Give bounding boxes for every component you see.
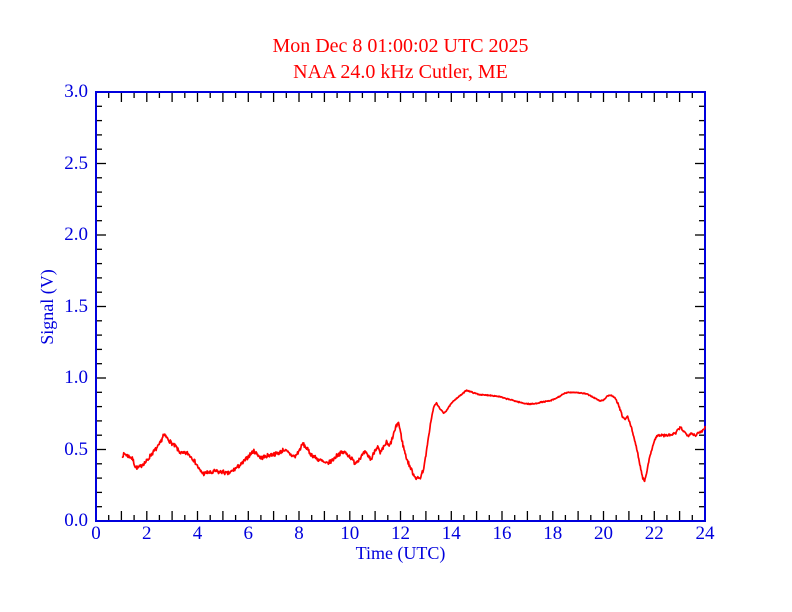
x-tick-label: 0 [91, 523, 101, 544]
y-tick-label: 1.5 [64, 295, 88, 317]
x-tick-label: 14 [441, 523, 461, 544]
x-tick-label: 8 [294, 523, 304, 544]
y-tick-label: 3.0 [64, 81, 88, 102]
x-tick-label: 16 [492, 523, 512, 544]
x-tick-label: 4 [192, 523, 203, 544]
chart-subtitle: NAA 24.0 kHz Cutler, ME [293, 61, 508, 83]
x-axis-label: Time (UTC) [355, 543, 446, 563]
chart-title: Mon Dec 8 01:00:02 UTC 2025 [272, 35, 529, 57]
y-tick-label: 2.0 [64, 224, 88, 245]
x-tick-label: 10 [340, 523, 360, 544]
x-tick-label: 6 [243, 523, 254, 544]
x-tick-label: 18 [543, 523, 563, 544]
y-tick-label: 1.0 [64, 367, 88, 388]
x-tick-label: 2 [142, 523, 152, 544]
y-tick-label: 2.5 [64, 152, 88, 174]
y-tick-label: 0.0 [64, 510, 88, 531]
x-tick-label: 24 [695, 523, 715, 544]
y-tick-label: 0.5 [64, 438, 88, 460]
x-tick-label: 20 [594, 523, 613, 544]
x-tick-label: 22 [644, 523, 664, 544]
x-tick-label: 12 [391, 523, 410, 544]
